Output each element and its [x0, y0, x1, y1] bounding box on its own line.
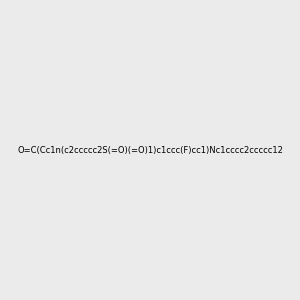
Text: O=C(Cc1n(c2ccccc2S(=O)(=O)1)c1ccc(F)cc1)Nc1cccc2ccccc12: O=C(Cc1n(c2ccccc2S(=O)(=O)1)c1ccc(F)cc1)… — [17, 146, 283, 154]
